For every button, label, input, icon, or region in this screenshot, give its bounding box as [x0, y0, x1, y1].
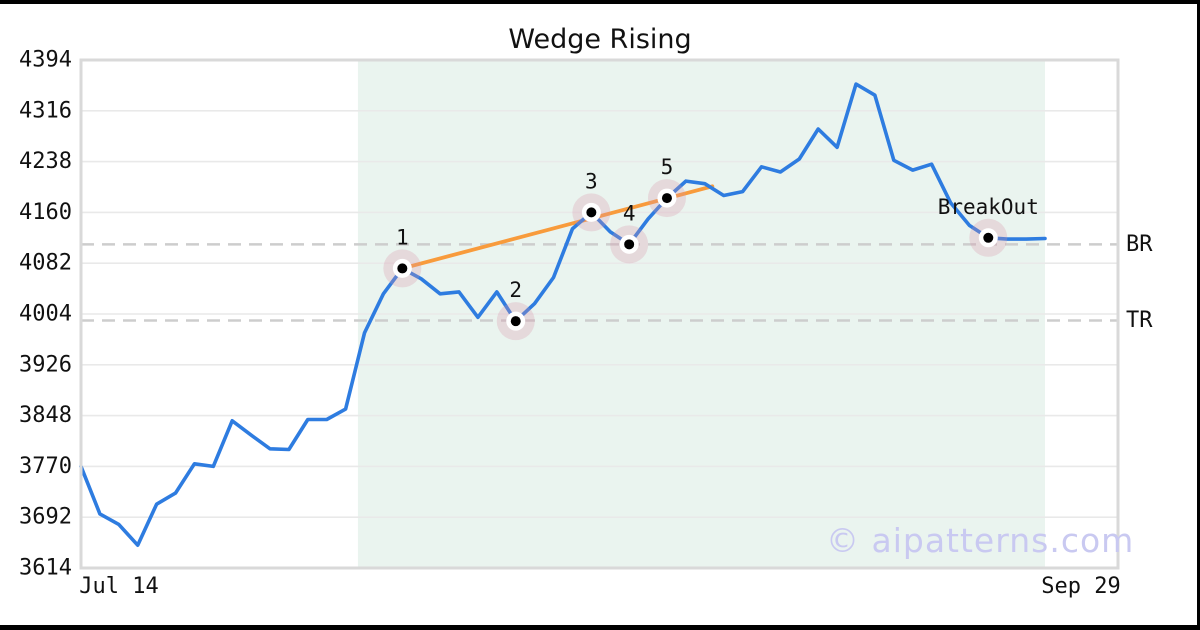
marker-dot-5 — [661, 193, 672, 204]
y-tick-label: 3770 — [19, 454, 72, 479]
y-tick-label: 4004 — [19, 302, 72, 327]
y-tick-label: 3692 — [19, 505, 72, 530]
y-tick-label: 3926 — [19, 352, 72, 377]
marker-label-breakout: BreakOut — [938, 195, 1039, 219]
marker-dot-3 — [586, 207, 597, 218]
y-tick-label: 3848 — [19, 403, 72, 428]
marker-dot-1 — [397, 263, 408, 274]
marker-dot-breakout — [983, 232, 994, 243]
level-label-br: BR — [1126, 232, 1153, 257]
marker-label-1: 1 — [396, 225, 409, 249]
x-tick-label-end: Sep 29 — [1041, 574, 1121, 599]
plot-border — [79, 58, 1120, 570]
y-tick-label: 3614 — [19, 556, 72, 581]
marker-label-4: 4 — [623, 201, 636, 225]
y-tick-label: 4160 — [19, 200, 72, 225]
marker-label-5: 5 — [661, 155, 674, 179]
bottom-border-bar — [0, 625, 1200, 630]
y-tick-label: 4238 — [19, 149, 72, 174]
watermark: © aipatterns.com — [826, 521, 1135, 560]
marker-dot-4 — [624, 239, 635, 250]
x-tick-label-start: Jul 14 — [79, 574, 159, 599]
top-border-bar — [0, 0, 1200, 4]
y-tick-label: 4394 — [19, 48, 72, 73]
chart-title: Wedge Rising — [508, 24, 692, 55]
level-label-tr: TR — [1126, 308, 1153, 333]
marker-dot-2 — [510, 316, 521, 327]
marker-label-2: 2 — [509, 278, 522, 302]
y-tick-label: 4082 — [19, 251, 72, 276]
marker-label-3: 3 — [585, 169, 598, 193]
right-border-bar — [1197, 0, 1200, 630]
y-tick-label: 4316 — [19, 98, 72, 123]
price-line — [79, 82, 1047, 547]
